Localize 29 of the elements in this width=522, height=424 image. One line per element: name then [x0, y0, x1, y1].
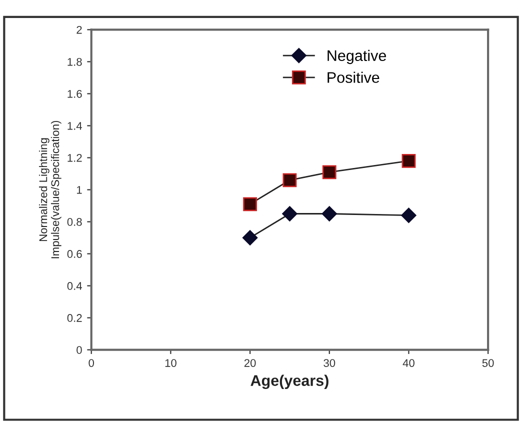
y-tick-label: 0.2	[67, 314, 82, 322]
x-tick-label: 30	[324, 359, 336, 367]
x-tick-label: 10	[165, 359, 176, 367]
point	[282, 206, 298, 222]
point	[243, 197, 257, 212]
y-axis-title: Normalized Lightning Impulse(value/Specification)	[38, 120, 62, 258]
x-tick-label: 0	[88, 359, 94, 367]
legend-label: Positive	[328, 72, 380, 83]
point	[322, 165, 336, 180]
point	[282, 173, 297, 188]
y-tick-label: 0.4	[67, 282, 82, 290]
y-tick-label: 1.2	[68, 154, 82, 162]
x-tick-label: 20	[244, 359, 256, 367]
point	[242, 230, 258, 246]
point	[322, 206, 337, 222]
y-tick-label: 0.8	[67, 218, 82, 226]
y-tick-label: 1.4	[68, 122, 82, 130]
x-axis-title: Age(years)	[250, 374, 328, 390]
y-tick-label: 2	[76, 26, 82, 34]
x-tick-label: 50	[482, 359, 494, 367]
y-tick-label: 1	[76, 186, 82, 194]
y-tick-label: 0.6	[67, 250, 82, 258]
point	[402, 154, 416, 168]
y-tick-label: 1.6	[68, 90, 82, 98]
legend-label: Negative	[328, 50, 386, 64]
point	[401, 208, 416, 223]
y-tick-label: 0	[76, 346, 82, 354]
y-tick-label: 1.8	[68, 58, 82, 66]
x-tick-label: 40	[402, 359, 414, 367]
